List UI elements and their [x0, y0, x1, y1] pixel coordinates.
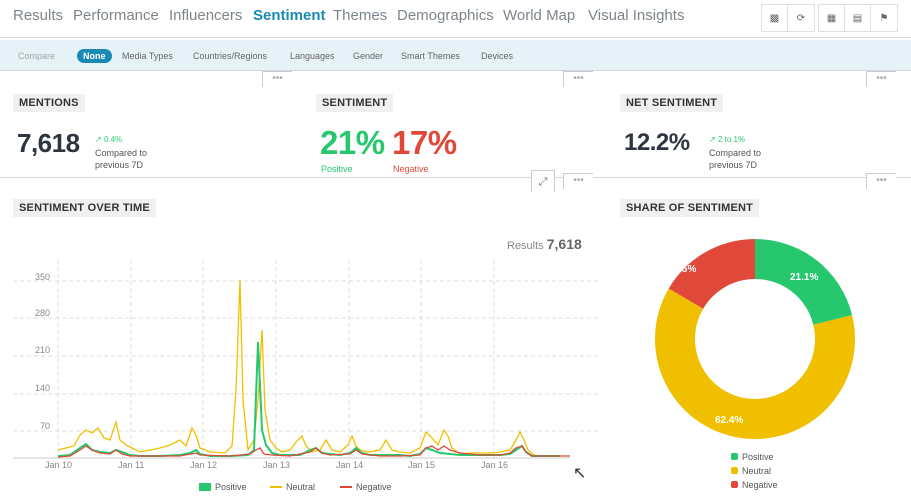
- compare-countries[interactable]: Countries/Regions: [193, 51, 268, 61]
- donut-negative-slice[interactable]: [668, 239, 755, 309]
- clipboard-icon[interactable]: ▩: [762, 5, 788, 31]
- y-tick: 70: [39, 421, 50, 431]
- legend-label: Negative: [742, 480, 778, 490]
- compare-period: previous 7D: [95, 160, 144, 170]
- compare-text: Compared to: [709, 148, 762, 158]
- legend-label: Negative: [356, 482, 392, 492]
- tab-performance[interactable]: Performance: [73, 7, 159, 24]
- compare-gender[interactable]: Gender: [353, 51, 384, 61]
- negative-slice-label: 16.5%: [668, 264, 696, 275]
- positive-slice-label: 21.1%: [790, 272, 818, 283]
- negative-percent: 17%: [392, 124, 457, 161]
- positive-dot: [731, 453, 738, 460]
- negative-dot: [731, 481, 738, 488]
- alert-icon[interactable]: ⚑: [879, 12, 889, 24]
- negative-label: Negative: [393, 164, 429, 174]
- donut-legend-neutral[interactable]: Neutral: [731, 464, 778, 478]
- legend-label: Neutral: [286, 482, 316, 492]
- tab-sentiment[interactable]: Sentiment: [253, 7, 326, 24]
- export-icon[interactable]: ▤: [845, 5, 871, 31]
- legend-label: Neutral: [742, 466, 772, 476]
- results-label: Results: [507, 240, 544, 252]
- sentiment-donut-chart: 21.1% 16.5% 62.4%: [655, 239, 856, 440]
- compare-languages[interactable]: Languages: [290, 51, 335, 61]
- tab-influencers[interactable]: Influencers: [169, 7, 243, 24]
- mentions-delta: ↗ 0.4%: [95, 135, 123, 144]
- net-sentiment-value: 12.2%: [624, 129, 690, 156]
- legend-neutral[interactable]: Neutral: [270, 482, 315, 492]
- expand-button[interactable]: ⤢: [531, 170, 555, 192]
- y-tick: 350: [34, 272, 50, 282]
- tab-world-map[interactable]: World Map: [503, 7, 576, 24]
- legend-label: Positive: [215, 482, 247, 492]
- y-tick: 280: [34, 308, 50, 318]
- layout-icon[interactable]: ▦: [819, 5, 845, 31]
- compare-period: previous 7D: [709, 160, 758, 170]
- x-tick: Jan 14: [336, 460, 364, 470]
- mentions-delta-value: 0.4%: [103, 135, 123, 144]
- donut-legend-negative[interactable]: Negative: [731, 478, 778, 492]
- more-options-button[interactable]: •••: [262, 71, 292, 87]
- neutral-dot: [731, 467, 738, 474]
- net-sentiment-delta-value: 2 to 1%: [717, 135, 746, 144]
- more-options-button[interactable]: •••: [866, 71, 896, 87]
- compare-media-types[interactable]: Media Types: [122, 51, 173, 61]
- legend-positive[interactable]: Positive: [199, 482, 247, 492]
- divider: [0, 177, 911, 178]
- x-tick: Jan 10: [45, 460, 73, 470]
- donut-positive-slice[interactable]: [755, 239, 853, 325]
- toolbar-group-2: ▦ ▤ ⚑: [818, 4, 898, 32]
- legend-negative[interactable]: Negative: [340, 482, 392, 492]
- positive-label: Positive: [321, 164, 353, 174]
- sentiment-line-chart: [13, 260, 600, 459]
- compare-bar: Compare None Media Types Countries/Regio…: [0, 40, 911, 71]
- neutral-slice-label: 62.4%: [715, 415, 743, 426]
- sentiment-over-time-title: SENTIMENT OVER TIME: [13, 199, 156, 217]
- positive-percent: 21%: [320, 124, 385, 161]
- more-options-button[interactable]: •••: [866, 173, 896, 189]
- y-tick: 140: [34, 383, 50, 393]
- share-of-sentiment-title: SHARE OF SENTIMENT: [620, 199, 760, 217]
- compare-devices[interactable]: Devices: [481, 51, 514, 61]
- sentiment-title: SENTIMENT: [316, 94, 394, 112]
- refresh-icon[interactable]: ⟳: [796, 12, 806, 24]
- donut-neutral-slice[interactable]: [655, 288, 856, 440]
- legend-label: Positive: [742, 452, 774, 462]
- tab-themes[interactable]: Themes: [333, 7, 388, 24]
- results-count: Results 7,618: [507, 236, 582, 252]
- more-options-button[interactable]: •••: [563, 173, 593, 189]
- donut-legend: Positive Neutral Negative: [731, 450, 778, 492]
- y-tick: 210: [34, 345, 50, 355]
- x-tick: Jan 11: [118, 460, 145, 470]
- compare-text: Compared to: [95, 148, 148, 158]
- net-sentiment-compare: Compared to previous 7D: [709, 147, 761, 171]
- compare-label: Compare: [18, 51, 56, 61]
- positive-swatch: [199, 483, 211, 491]
- donut-legend-positive[interactable]: Positive: [731, 450, 778, 464]
- mentions-value: 7,618: [17, 128, 80, 158]
- top-navigation: Results Performance Influencers Sentimen…: [0, 0, 911, 38]
- x-tick: Jan 15: [408, 460, 436, 470]
- mouse-cursor-icon: ↖: [573, 465, 587, 482]
- x-tick: Jan 12: [190, 460, 218, 470]
- tab-visual-insights[interactable]: Visual Insights: [588, 7, 685, 24]
- results-value: 7,618: [546, 236, 582, 252]
- toolbar-group-1: ▩ ⟳: [761, 4, 815, 32]
- x-tick: Jan 13: [263, 460, 291, 470]
- neutral-swatch: [270, 486, 282, 488]
- mentions-title: MENTIONS: [13, 94, 85, 112]
- more-options-button[interactable]: •••: [563, 71, 593, 87]
- tab-results[interactable]: Results: [13, 7, 64, 24]
- x-tick: Jan 16: [481, 460, 509, 470]
- mentions-compare: Compared to previous 7D: [95, 147, 147, 171]
- net-sentiment-delta: ↗ 2 to 1%: [709, 135, 746, 144]
- tab-demographics[interactable]: Demographics: [397, 7, 494, 24]
- negative-swatch: [340, 486, 352, 488]
- compare-smart-themes[interactable]: Smart Themes: [401, 51, 460, 61]
- net-sentiment-title: NET SENTIMENT: [620, 94, 724, 112]
- compare-none[interactable]: None: [77, 49, 112, 63]
